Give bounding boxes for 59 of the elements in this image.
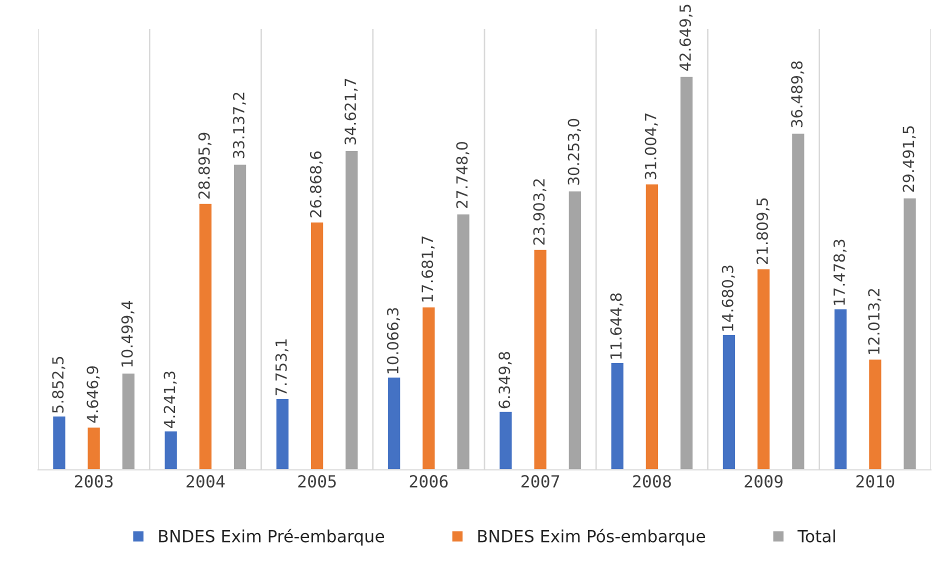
bar bbox=[532, 248, 548, 470]
bar bbox=[610, 362, 625, 470]
legend-label: BNDES Exim Pós-embarque bbox=[478, 528, 706, 546]
bar bbox=[790, 132, 806, 470]
data-label: 14.680,3 bbox=[722, 266, 735, 331]
bar bbox=[756, 268, 772, 470]
data-label: 21.809,5 bbox=[756, 198, 770, 264]
data-label: 5.852,5 bbox=[52, 356, 66, 413]
data-label: 10.499,4 bbox=[121, 301, 134, 367]
data-label: 7.753,1 bbox=[275, 339, 288, 396]
data-label: 12.013,2 bbox=[868, 289, 882, 354]
data-label: 27.748,0 bbox=[456, 142, 470, 208]
legend-label: BNDES Exim Pré-embarque bbox=[159, 528, 384, 546]
bar bbox=[86, 426, 102, 470]
data-label: 42.649,5 bbox=[679, 4, 693, 71]
data-label: 31.004,7 bbox=[644, 114, 658, 180]
bar bbox=[498, 410, 514, 470]
bar bbox=[386, 376, 402, 470]
bar bbox=[163, 430, 178, 470]
x-tick-label: 2007 bbox=[521, 475, 560, 488]
data-label: 36.489,8 bbox=[791, 61, 804, 128]
x-tick-label: 2010 bbox=[856, 475, 894, 488]
data-label: 34.621,7 bbox=[344, 78, 358, 144]
data-label: 4.646,9 bbox=[86, 366, 100, 423]
data-label: 28.895,9 bbox=[198, 132, 212, 199]
data-label: 17.478,3 bbox=[833, 240, 847, 305]
bar bbox=[232, 163, 248, 470]
bar bbox=[421, 306, 436, 470]
bar bbox=[52, 415, 67, 470]
data-label: 23.903,2 bbox=[533, 179, 546, 245]
data-label: 30.253,0 bbox=[568, 118, 581, 185]
bar bbox=[310, 221, 325, 470]
x-tick-label: 2008 bbox=[633, 475, 671, 488]
bar bbox=[275, 398, 290, 470]
bar bbox=[644, 182, 660, 470]
x-tick-label: 2004 bbox=[186, 475, 225, 488]
bar bbox=[198, 202, 213, 470]
bar bbox=[679, 76, 694, 470]
data-label: 17.681,7 bbox=[422, 236, 435, 302]
bar bbox=[722, 334, 736, 470]
data-label: 10.066,3 bbox=[386, 308, 400, 374]
x-tick-label: 2009 bbox=[744, 475, 782, 488]
data-label: 33.137,2 bbox=[232, 92, 246, 158]
data-label: 26.868,6 bbox=[310, 151, 324, 218]
bar bbox=[567, 190, 582, 470]
bar bbox=[833, 308, 848, 470]
bar bbox=[868, 358, 883, 470]
data-label: 11.644,8 bbox=[610, 293, 624, 359]
x-tick-label: 2003 bbox=[74, 475, 113, 488]
data-label: 6.349,8 bbox=[498, 352, 512, 408]
bar bbox=[456, 213, 471, 470]
bar bbox=[120, 372, 136, 470]
x-tick-label: 2006 bbox=[410, 475, 448, 488]
x-tick-label: 2005 bbox=[298, 475, 336, 488]
legend-label: Total bbox=[798, 530, 835, 542]
data-label: 4.241,3 bbox=[164, 372, 177, 428]
bar bbox=[902, 196, 918, 470]
bar bbox=[344, 150, 360, 470]
data-label: 29.491,5 bbox=[902, 126, 916, 192]
